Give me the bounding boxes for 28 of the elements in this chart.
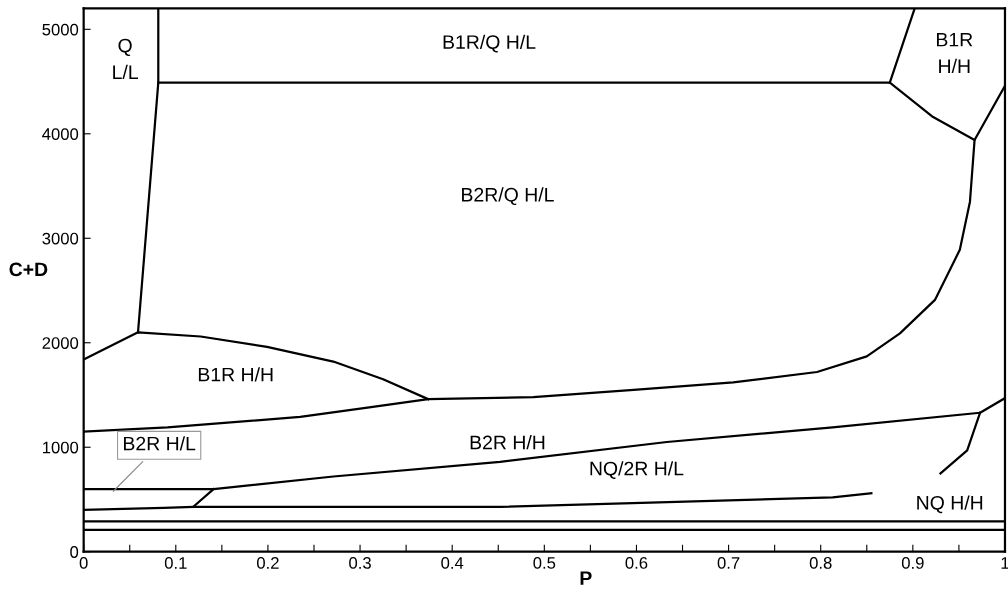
x-tick-label: 0.1	[164, 557, 187, 569]
y-tick-label: 4000	[42, 128, 79, 140]
x-tick-label: 1	[1001, 557, 1008, 569]
annotation: NQ/2R H/L	[590, 461, 684, 479]
annotation: B2R H/H	[470, 435, 545, 450]
x-tick-label: 0.9	[901, 557, 924, 569]
annotation: B2R H/L	[124, 436, 196, 451]
y-tick-label: 1000	[43, 441, 79, 454]
annotation: Q L/L	[113, 38, 138, 80]
x-tick-label: 0.7	[717, 557, 740, 569]
annotation: B2R/Q H/L	[462, 187, 554, 206]
y-tick-label: 3000	[42, 232, 79, 245]
annotation: B1R/Q H/L	[443, 34, 536, 53]
y-axis-title: C+D	[9, 262, 48, 277]
y-tick-label: 5000	[42, 23, 79, 36]
x-axis-title: P	[580, 571, 592, 585]
annotation: NQ H/H	[917, 495, 983, 514]
annotation: B1R H/H	[198, 367, 273, 382]
annotation: B1R H/H	[936, 32, 973, 74]
x-tick-label: 0.4	[441, 557, 464, 569]
x-tick-label: 0.5	[533, 557, 556, 569]
x-tick-label: 0.3	[349, 557, 371, 569]
x-tick-label: 0.8	[809, 557, 832, 569]
y-tick-label: 2000	[42, 337, 79, 349]
x-tick-label: 0.2	[256, 557, 279, 569]
y-tick-label: 0	[70, 546, 79, 558]
x-tick-label: 0	[79, 557, 88, 569]
x-tick-label: 0.6	[625, 557, 648, 569]
